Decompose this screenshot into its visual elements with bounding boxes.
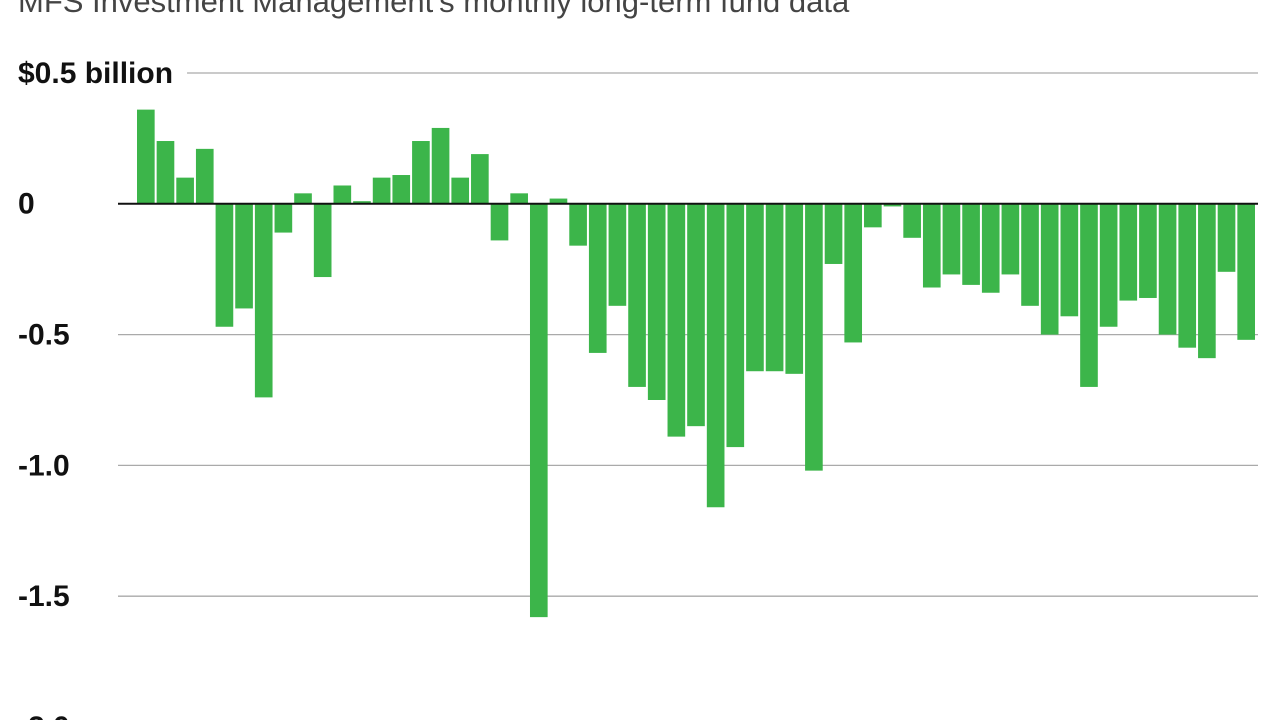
bar — [667, 203, 686, 437]
bar — [1040, 203, 1059, 335]
bar — [333, 185, 352, 204]
bar — [294, 193, 312, 204]
y-tick-label: -1.5 — [18, 580, 70, 613]
bar — [1099, 203, 1118, 327]
bar — [824, 203, 843, 264]
y-tick-label: -0.5 — [18, 319, 70, 352]
bar — [746, 203, 764, 372]
bar — [903, 203, 921, 238]
bar — [1080, 203, 1098, 387]
bar — [1001, 203, 1020, 275]
bar — [353, 201, 371, 204]
bar — [392, 175, 411, 204]
y-tick-label: 0 — [18, 188, 35, 221]
bar — [529, 203, 548, 618]
y-tick-label: -2.0 — [18, 711, 70, 720]
y-tick-label: -1.0 — [18, 449, 70, 482]
bar — [195, 148, 214, 204]
bar — [922, 203, 941, 288]
bar — [608, 203, 627, 306]
bar — [1198, 203, 1216, 359]
bar — [1217, 203, 1236, 272]
bar — [844, 203, 863, 343]
bar — [588, 203, 607, 353]
bar — [313, 203, 332, 278]
bar — [412, 141, 430, 204]
bar — [981, 203, 1000, 293]
bar — [785, 203, 804, 374]
bar — [942, 203, 961, 275]
bar — [490, 203, 509, 241]
bar — [137, 109, 155, 204]
bar — [687, 203, 705, 427]
bar — [1139, 203, 1157, 298]
bar — [962, 203, 980, 285]
bar — [1237, 203, 1255, 340]
bar — [431, 127, 450, 204]
bar — [1119, 203, 1138, 301]
bar — [254, 203, 273, 398]
bar — [1021, 203, 1039, 306]
bar — [726, 203, 745, 448]
bar — [569, 203, 587, 246]
bar — [235, 203, 253, 309]
bar — [805, 203, 823, 471]
bar — [156, 141, 175, 204]
bar — [628, 203, 646, 387]
bar — [864, 203, 882, 228]
bar — [215, 203, 234, 327]
bar — [549, 198, 568, 204]
bar — [765, 203, 784, 372]
bar — [471, 154, 489, 204]
bar — [1158, 203, 1177, 335]
bar — [451, 177, 470, 204]
bar — [510, 193, 528, 204]
bar — [1060, 203, 1079, 317]
bar — [274, 203, 293, 233]
chart-title: MFS Investment Management's monthly long… — [18, 0, 850, 19]
bar — [883, 203, 902, 207]
y-tick-label: $0.5 billion — [18, 57, 173, 90]
bar — [1178, 203, 1197, 348]
bar — [647, 203, 666, 400]
bar — [372, 177, 391, 204]
bar — [706, 203, 725, 508]
bar — [176, 177, 194, 204]
